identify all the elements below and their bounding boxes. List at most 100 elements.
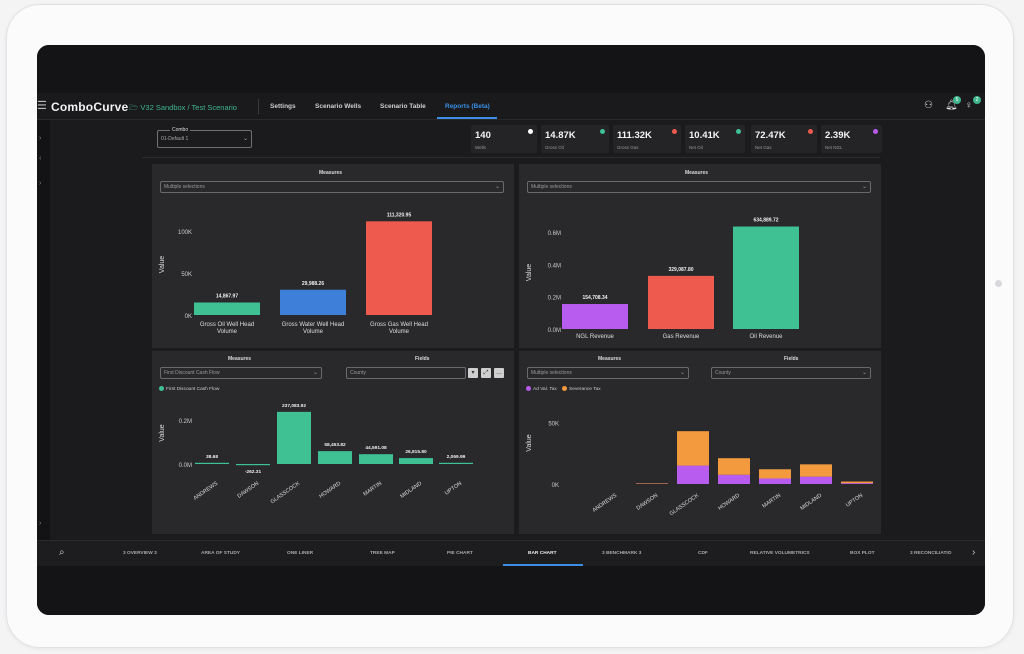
x-tick-label: HOWARD: [318, 481, 342, 500]
x-tick-label: GLASSCOCK: [270, 481, 302, 506]
brand-logo[interactable]: ComboCurve: [51, 100, 129, 114]
bar-segment: [800, 476, 832, 484]
rail-marker[interactable]: ‹: [39, 155, 42, 162]
select-value: Multiple selections: [531, 184, 572, 190]
x-tick-label: ANDREWS: [193, 481, 220, 502]
kpi-label: Net NGL: [825, 145, 843, 150]
nav-scenario-wells[interactable]: Scenario Wells: [315, 103, 362, 110]
chevron-down-icon: ⌄: [861, 184, 867, 190]
y-axis-label: Value: [159, 424, 166, 441]
bar-segment: [800, 464, 832, 477]
bar: [359, 454, 393, 464]
tab-bar-chart[interactable]: BAR CHART: [528, 551, 557, 556]
bar-chart-revenue: Value 0.0M 0.2M 0.4M 0.6M 154,708.34 NGL Reven…: [526, 218, 799, 340]
measures-select[interactable]: Multiple selections ⌄: [527, 367, 689, 379]
y-tick-label: 0K: [185, 314, 192, 320]
measures-select[interactable]: Multiple selections ⌄: [527, 181, 871, 193]
rail-marker[interactable]: ›: [39, 520, 42, 527]
notification-badge: 5: [953, 96, 961, 104]
filter-icon[interactable]: ▾: [468, 368, 478, 378]
y-tick-label: 0.2M: [548, 296, 561, 302]
chevron-down-icon: ⌄: [243, 136, 249, 142]
tab-pie-chart[interactable]: PIE CHART: [447, 551, 473, 556]
data-label: 2,069.99: [447, 454, 466, 460]
chevron-right-icon[interactable]: ›: [972, 547, 976, 558]
legend-dot: [562, 386, 567, 391]
y-tick-label: 50K: [548, 422, 559, 428]
select-value: County: [350, 370, 366, 376]
kpi-dot: [528, 129, 533, 134]
header-divider: [258, 99, 259, 114]
tab-active-indicator: [503, 564, 583, 566]
kpi-value: 14.87K: [545, 130, 576, 141]
app-header: ☰ ComboCurve 🗁 V32 Sandbox / Test Scenar…: [37, 93, 985, 120]
data-label: 44,591.08: [365, 445, 387, 451]
fields-select[interactable]: County ⌄: [711, 367, 871, 379]
tab-overview[interactable]: 3 OVERVIEW 3: [123, 551, 157, 556]
nav-settings[interactable]: Settings: [270, 103, 296, 110]
folder-icon: 🗁: [129, 103, 141, 112]
legend-label: Ad Val. Tax: [533, 387, 557, 392]
bar-segment: [759, 469, 791, 479]
tab-benchmark[interactable]: 3 BENCHMARK 3: [602, 551, 642, 556]
tab-one-liner[interactable]: ONE LINER: [287, 551, 314, 556]
x-tick-label: GLASSCOCK: [669, 493, 701, 518]
x-tick-label: DAWSON: [237, 481, 261, 500]
kpi-label: Net Oil: [689, 145, 703, 150]
legend-item: First Discount Cash Flow: [159, 386, 219, 392]
x-tick-label: MIDLAND: [799, 493, 823, 512]
tab-box-plot[interactable]: BOX PLOT: [850, 551, 875, 556]
panel-title: Measures: [685, 170, 709, 176]
x-tick-label: Oil Revenue: [749, 334, 783, 340]
notification-bell-icon[interactable]: 🔔︎: [945, 100, 958, 111]
rail-marker[interactable]: ›: [39, 180, 42, 187]
tab-reconciliation[interactable]: 3 RECONCILIATIO: [910, 551, 952, 556]
tips-badge: 2: [973, 96, 981, 104]
bar: [277, 411, 311, 464]
fields-select[interactable]: County: [346, 367, 466, 379]
tab-cdf[interactable]: CDF: [698, 551, 708, 556]
y-tick-label: 100K: [178, 230, 192, 236]
bar: [562, 304, 628, 329]
expand-icon[interactable]: ⤢: [481, 368, 491, 378]
divider: [142, 157, 880, 158]
x-tick-label: Gas Revenue: [663, 334, 700, 340]
x-tick-label: Gross Water Well Head: [282, 322, 345, 328]
nav-reports[interactable]: Reports (Beta): [445, 103, 490, 110]
stacked-bar-chart-taxes: Value 0K 50K ANDREWS DAWSON GLASSCOCK HOWARD MA…: [526, 422, 873, 518]
bar-segment: [677, 431, 709, 466]
breadcrumb[interactable]: 🗁 V32 Sandbox / Test Scenario: [129, 103, 237, 112]
rail-marker[interactable]: ›: [39, 135, 42, 142]
nav-scenario-table[interactable]: Scenario Table: [380, 103, 426, 110]
kpi-value: 140: [475, 130, 491, 141]
tab-relative-volumetrics[interactable]: RELATIVE VOLUMETRICS: [750, 551, 810, 556]
search-icon[interactable]: ⌕: [59, 547, 65, 558]
legend-label: First Discount Cash Flow: [166, 387, 220, 392]
chevron-down-icon: ⌄: [861, 370, 867, 376]
panel-revenue: Measures Multiple selections ⌄ Value 0.0M…: [519, 164, 881, 348]
y-tick-label: 0.2M: [179, 419, 192, 425]
panel-cash-flow: Measures Fields First Discount Cash Flow…: [152, 351, 514, 534]
y-tick-label: 50K: [181, 272, 192, 278]
measures-select[interactable]: Multiple selections ⌄: [160, 181, 504, 193]
kpi-label: Gross Oil: [545, 145, 564, 150]
combo-select[interactable]: [157, 130, 252, 148]
menu-icon[interactable]: ☰: [37, 100, 47, 112]
measures-select[interactable]: First Discount Cash Flow ⌄: [160, 367, 322, 379]
bar-segment: [677, 465, 709, 484]
tablet-camera: [995, 280, 1002, 287]
user-icon[interactable]: ⚇: [924, 100, 933, 111]
bar-segment: [718, 458, 750, 475]
data-label: 38.68: [206, 454, 218, 460]
tips-icon[interactable]: ♀: [965, 100, 973, 111]
y-axis-label: Value: [159, 256, 166, 273]
tab-tree-map[interactable]: TREE MAP: [370, 551, 395, 556]
y-tick-label: 0.0M: [548, 328, 561, 334]
bar-segment: [759, 478, 791, 484]
top-blank-area: [37, 45, 985, 93]
more-icon[interactable]: …: [494, 368, 504, 378]
bar: [399, 458, 433, 464]
x-tick-label: Gross Oil Well Head: [200, 322, 254, 328]
kpi-value: 10.41K: [689, 130, 720, 141]
tab-area-of-study[interactable]: AREA OF STUDY: [201, 551, 240, 556]
